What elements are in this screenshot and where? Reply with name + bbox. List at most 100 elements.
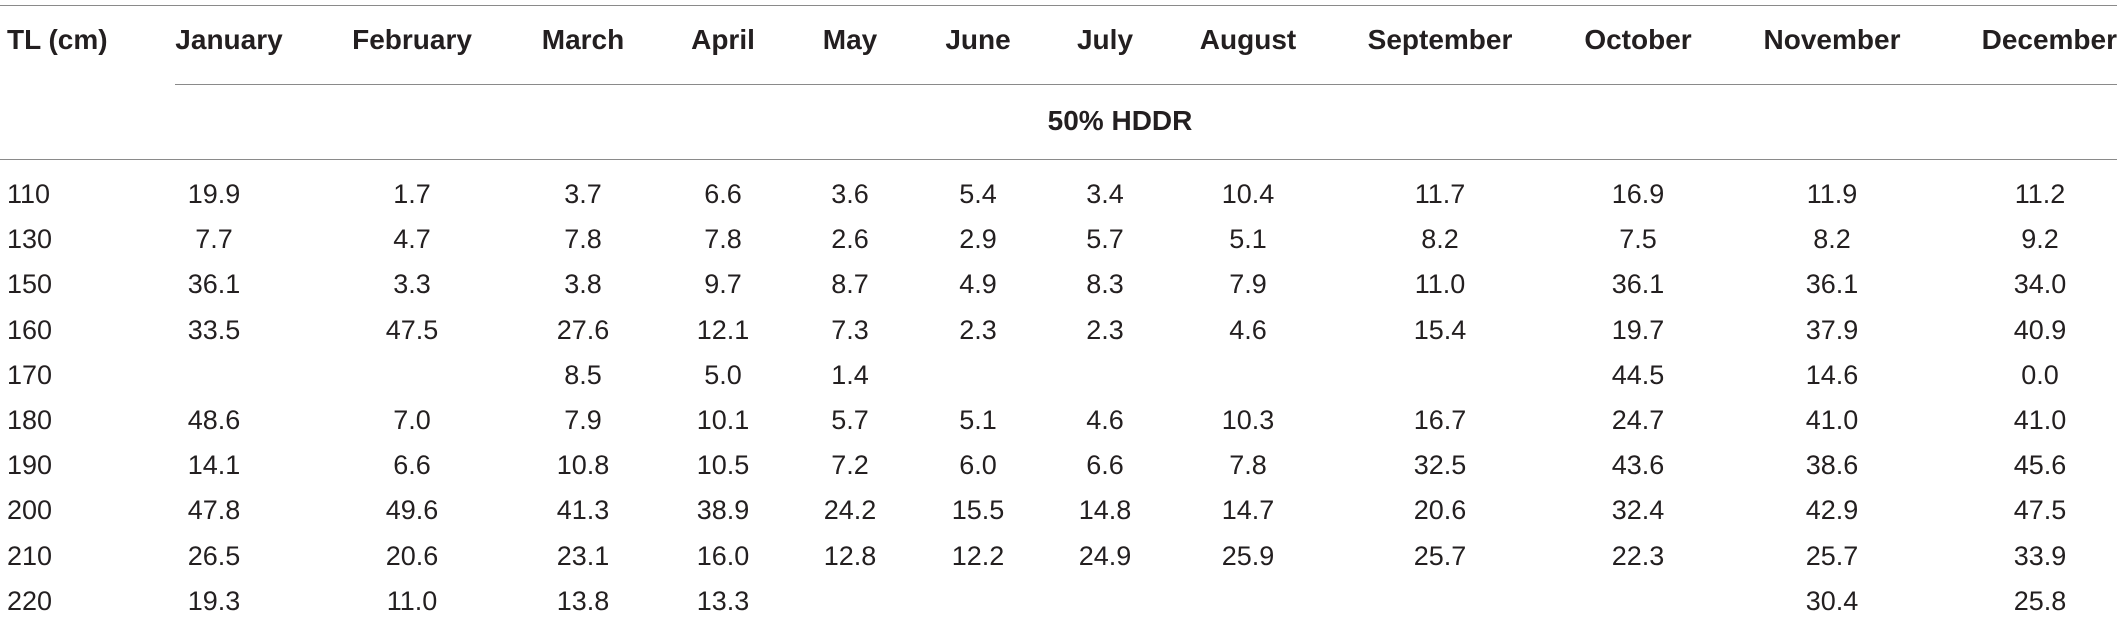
column-header-june: June xyxy=(945,24,1011,55)
table-cell: 25.7 xyxy=(1805,540,1859,571)
table-cell: 41.0 xyxy=(1805,405,1859,435)
table-cell: 15.4 xyxy=(1413,314,1467,345)
column-header-tl: TL (cm) xyxy=(7,24,108,55)
column-header-february: February xyxy=(352,24,472,55)
table-cell: 4.6 xyxy=(1229,314,1267,345)
table-cell: 11.0 xyxy=(1414,269,1466,300)
tl-cell: 190 xyxy=(7,450,53,481)
table-cell: 32.4 xyxy=(1611,495,1665,526)
table-cell: 25.9 xyxy=(1221,540,1275,571)
table-row: 110 19.9 1.7 3.7 6.6 3.6 5.4 3.4 10.4 11.7 16.9 11.… xyxy=(0,172,2117,217)
column-header-july: July xyxy=(1076,24,1134,55)
table-cell: 1.4 xyxy=(831,359,869,390)
tl-cell: 200 xyxy=(7,495,53,526)
column-header-september: September xyxy=(1367,24,1513,55)
table-row: 180 48.6 7.0 7.9 10.1 5.7 5.1 4.6 10.3 16.7 24.7 41… xyxy=(0,398,2117,443)
table-cell: 3.8 xyxy=(564,269,602,300)
table-cell: 47.5 xyxy=(2013,495,2067,526)
table-row: 220 19.3 11.0 13.8 13.3 30.4 25.8 xyxy=(0,579,2117,624)
table-cell: 2.3 xyxy=(1086,314,1124,345)
column-header-april: April xyxy=(691,24,755,55)
table-cell: 8.3 xyxy=(1086,269,1124,300)
column-header-december: December xyxy=(1981,24,2117,55)
table-cell: 6.0 xyxy=(959,450,997,481)
table-cell: 3.3 xyxy=(393,269,431,300)
table-cell: 10.5 xyxy=(696,450,750,481)
table-cell: 16.0 xyxy=(696,540,750,571)
table-cell: 49.6 xyxy=(385,495,439,526)
table-cell: 36.1 xyxy=(1611,269,1665,300)
table-cell: 13.3 xyxy=(696,585,750,616)
table-cell: 36.1 xyxy=(187,269,241,300)
table-cell: 10.8 xyxy=(556,450,610,481)
table-cell: 47.8 xyxy=(187,495,241,526)
tl-cell: 220 xyxy=(7,585,53,616)
table-cell: 40.9 xyxy=(2013,314,2067,345)
table-cell: 16.9 xyxy=(1611,179,1665,209)
table-subheader: 50% HDDR xyxy=(1047,105,1193,136)
table-cell: 2.9 xyxy=(959,224,997,255)
tl-cell: 180 xyxy=(7,405,53,435)
table-cell: 8.7 xyxy=(831,269,869,300)
table-cell: 5.7 xyxy=(831,405,869,435)
table-row: 200 47.8 49.6 41.3 38.9 24.2 15.5 14.8 14.7 20.6 3… xyxy=(0,488,2117,533)
table-row: 130 7.7 4.7 7.8 7.8 2.6 2.9 5.7 5.1 8.2 7.5 8.2 9.2 xyxy=(0,217,2117,262)
table-cell: 5.1 xyxy=(1229,224,1267,255)
table-cell: 33.9 xyxy=(2013,540,2067,571)
table-cell: 43.6 xyxy=(1611,450,1665,481)
table-cell: 30.4 xyxy=(1805,585,1859,616)
table-cell: 3.4 xyxy=(1086,179,1124,209)
tl-cell: 210 xyxy=(7,540,53,571)
table-cell: 10.3 xyxy=(1221,405,1275,435)
table-cell: 3.6 xyxy=(831,179,869,209)
table-cell: 16.7 xyxy=(1413,405,1467,435)
tl-cell: 130 xyxy=(7,224,53,255)
table-cell: 47.5 xyxy=(385,314,439,345)
table-cell: 11.0 xyxy=(386,585,438,616)
tl-cell: 150 xyxy=(7,269,53,300)
table-cell: 7.0 xyxy=(393,405,431,435)
table-cell: 42.9 xyxy=(1805,495,1859,526)
tl-cell: 160 xyxy=(7,314,53,345)
table-cell: 7.7 xyxy=(195,224,233,255)
table-cell: 14.8 xyxy=(1078,495,1132,526)
table-cell: 25.7 xyxy=(1413,540,1467,571)
table-cell: 5.4 xyxy=(959,179,997,209)
table-cell: 13.8 xyxy=(556,585,610,616)
table-cell: 3.7 xyxy=(564,179,602,209)
table-cell: 24.7 xyxy=(1611,405,1665,435)
table-cell: 36.1 xyxy=(1805,269,1859,300)
table-cell: 14.7 xyxy=(1221,495,1275,526)
tl-cell: 170 xyxy=(7,359,53,390)
table-cell: 8.5 xyxy=(564,359,602,390)
table-cell: 7.9 xyxy=(1229,269,1267,300)
table-cell: 24.9 xyxy=(1078,540,1132,571)
table-row: 210 26.5 20.6 23.1 16.0 12.8 12.2 24.9 25.9 25.7 2… xyxy=(0,534,2117,579)
table-cell: 44.5 xyxy=(1611,359,1665,390)
tl-cell: 110 xyxy=(7,179,51,209)
table-cell: 9.2 xyxy=(2021,224,2059,255)
table-cell: 7.3 xyxy=(831,314,869,345)
column-header-november: November xyxy=(1763,24,1901,55)
table-cell: 4.9 xyxy=(959,269,997,300)
table-cell: 32.5 xyxy=(1413,450,1467,481)
table-row: 160 33.5 47.5 27.6 12.1 7.3 2.3 2.3 4.6 15.4 19.7 3… xyxy=(0,308,2117,353)
table-cell: 37.9 xyxy=(1805,314,1859,345)
table-cell: 0.0 xyxy=(2021,359,2059,390)
table-cell: 11.7 xyxy=(1414,179,1466,209)
table-cell: 24.2 xyxy=(823,495,877,526)
table-cell: 34.0 xyxy=(2013,269,2067,300)
table-cell: 12.2 xyxy=(951,540,1005,571)
column-header-march: March xyxy=(541,24,625,55)
table-cell: 11.9 xyxy=(1806,179,1858,209)
table-cell: 7.2 xyxy=(831,450,869,481)
table-cell: 14.6 xyxy=(1805,359,1859,390)
column-header-may: May xyxy=(822,24,878,55)
column-header-october: October xyxy=(1584,24,1692,55)
table-cell: 41.3 xyxy=(556,495,610,526)
table-cell: 10.1 xyxy=(696,405,750,435)
table-cell: 11.2 xyxy=(2014,179,2066,209)
table-cell: 6.6 xyxy=(1086,450,1124,481)
table-cell: 15.5 xyxy=(951,495,1005,526)
table-cell: 25.8 xyxy=(2013,585,2067,616)
